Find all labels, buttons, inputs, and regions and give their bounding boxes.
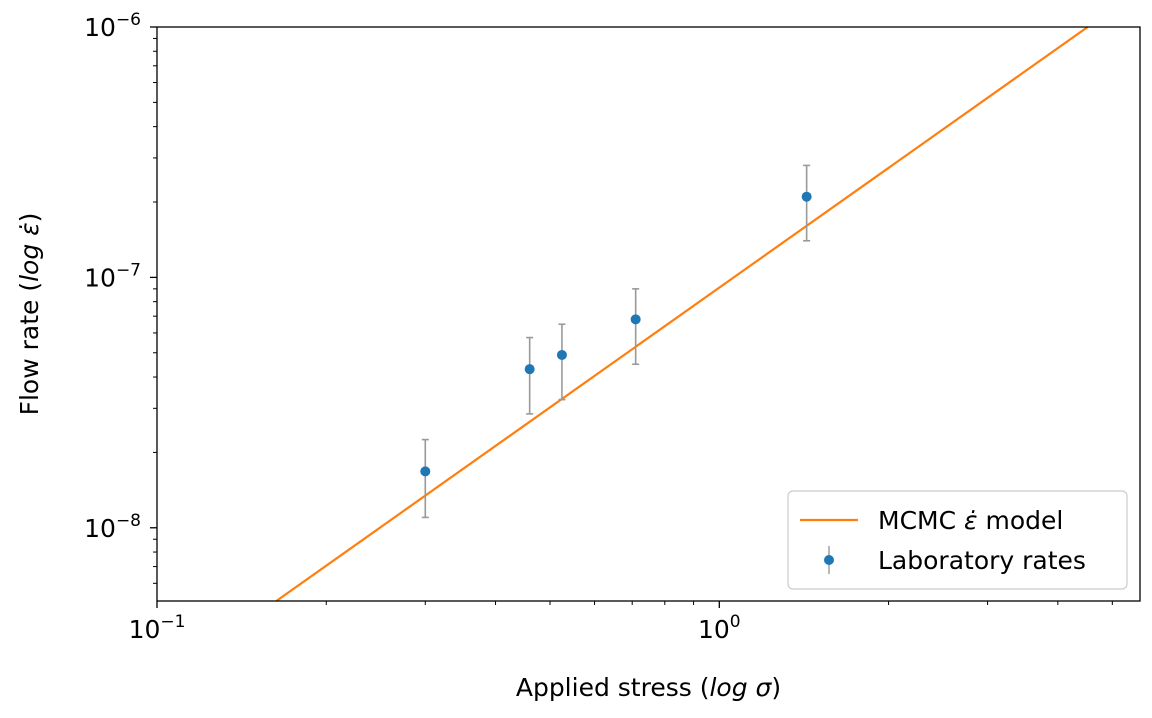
tick-marks (150, 26, 1113, 608)
data-point (524, 336, 535, 415)
axes-frame (156, 26, 1141, 602)
y-tick-label: 10−8 (84, 511, 141, 543)
model-line (275, 27, 1089, 601)
y-tick-label: 10−6 (84, 10, 141, 42)
data-point (556, 323, 567, 401)
legend-label-laboratory: Laboratory rates (878, 546, 1086, 575)
data-point (420, 438, 431, 519)
y-axis-label: Flow rate (log ε̇) (15, 213, 44, 416)
legend-marker-swatch (824, 555, 834, 565)
plot-area (275, 27, 1089, 601)
legend: MCMC ε̇ model Laboratory rates (787, 490, 1128, 590)
legend-label-model: MCMC ε̇ model (878, 506, 1063, 535)
data-marker (524, 364, 535, 375)
data-point (630, 288, 641, 366)
x-tick-label: 100 (698, 612, 741, 644)
legend-box (787, 490, 1128, 590)
y-tick-label: 10−7 (84, 260, 141, 292)
x-axis-label: Applied stress (log σ) (516, 673, 781, 702)
data-point (801, 164, 812, 242)
data-marker (420, 466, 431, 477)
data-marker (556, 349, 567, 360)
data-marker (801, 191, 812, 202)
data-marker (630, 314, 641, 325)
tick-labels: 10−1 100 10−8 10−7 10−6 (84, 10, 740, 644)
x-tick-label: 10−1 (129, 612, 186, 644)
